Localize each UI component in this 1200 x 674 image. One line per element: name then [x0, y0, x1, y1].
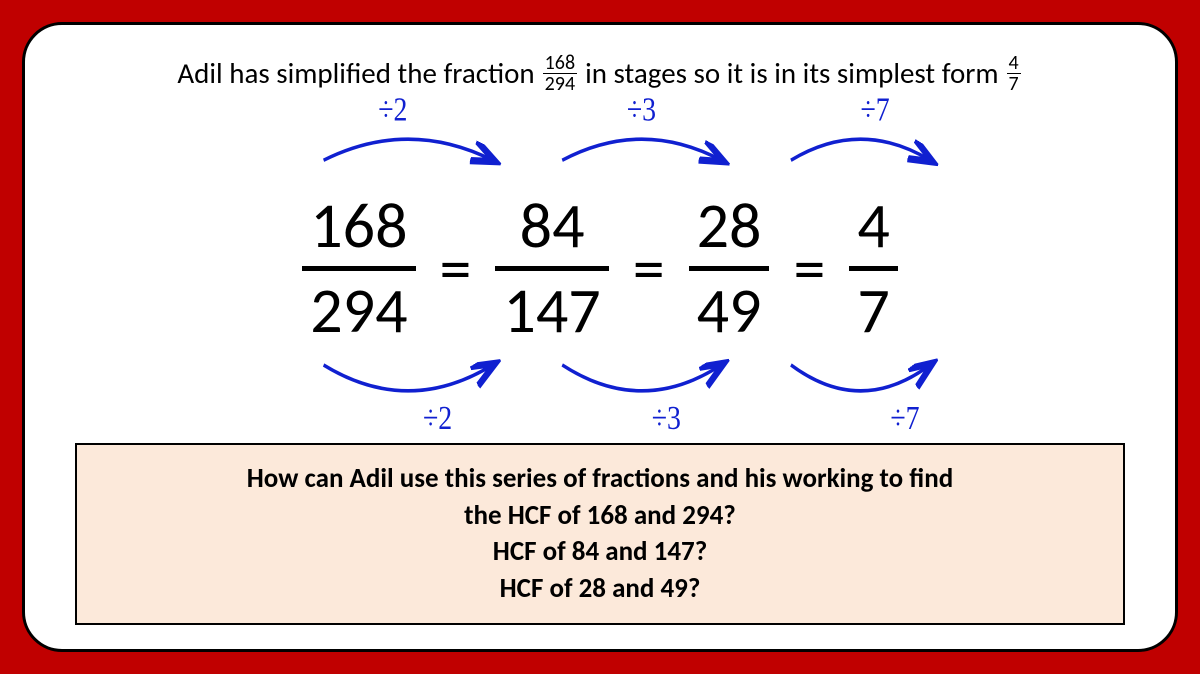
fraction-2: 84 147 [495, 190, 608, 347]
intro-frac1-num: 168 [543, 53, 577, 74]
svg-text:÷7: ÷7 [861, 94, 890, 128]
slide-card: Adil has simplified the fraction 168 294… [22, 22, 1178, 652]
frac2-den: 147 [495, 271, 608, 347]
frac2-num: 84 [512, 190, 593, 266]
frac1-den: 294 [302, 271, 415, 347]
question-line-1: How can Adil use this series of fraction… [97, 461, 1103, 497]
intro-part1: Adil has simplified the fraction [177, 55, 534, 93]
svg-text:÷3: ÷3 [652, 398, 681, 436]
equals-3: = [793, 230, 825, 308]
intro-text: Adil has simplified the fraction 168 294… [75, 53, 1125, 94]
fraction-4: 4 7 [849, 190, 897, 347]
equation-area: ÷2 ÷3 ÷7 ÷2 ÷3 ÷7 168 294 = 84 147 = 28 49 = [75, 94, 1125, 443]
frac4-den: 7 [849, 271, 897, 347]
intro-fraction-1: 168 294 [543, 53, 577, 94]
svg-text:÷2: ÷2 [378, 94, 407, 128]
question-line-4: HCF of 28 and 49? [97, 571, 1103, 607]
svg-text:÷7: ÷7 [890, 398, 919, 436]
question-box: How can Adil use this series of fraction… [75, 443, 1125, 625]
frac3-den: 49 [689, 271, 770, 347]
intro-part2: in stages so it is in its simplest form [585, 55, 998, 93]
fraction-1: 168 294 [302, 190, 415, 347]
intro-frac1-den: 294 [543, 74, 577, 94]
frac1-num: 168 [302, 190, 415, 266]
equals-1: = [440, 230, 472, 308]
intro-frac2-den: 7 [1007, 74, 1021, 94]
svg-text:÷2: ÷2 [423, 398, 452, 436]
fraction-equation: 168 294 = 84 147 = 28 49 = 4 7 [302, 190, 898, 347]
intro-fraction-2: 4 7 [1007, 53, 1021, 94]
question-line-2: the HCF of 168 and 294? [97, 498, 1103, 534]
question-line-3: HCF of 84 and 147? [97, 534, 1103, 570]
svg-text:÷3: ÷3 [627, 94, 656, 128]
frac4-num: 4 [849, 190, 897, 266]
intro-frac2-num: 4 [1007, 53, 1021, 74]
frac3-num: 28 [689, 190, 770, 266]
equals-2: = [633, 230, 665, 308]
fraction-3: 28 49 [689, 190, 770, 347]
